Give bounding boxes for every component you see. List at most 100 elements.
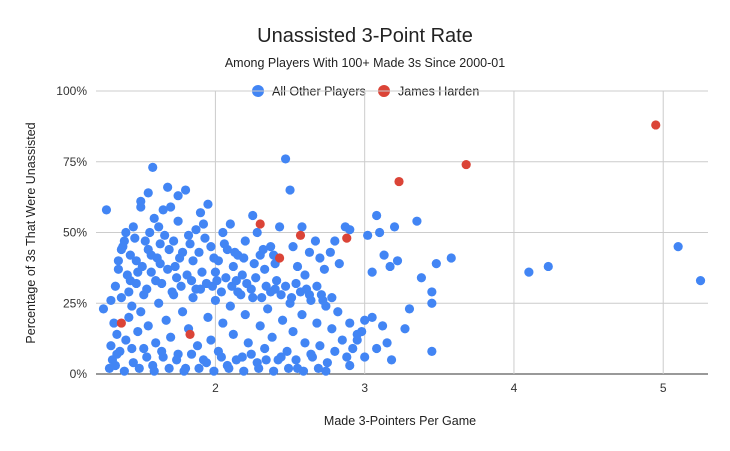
data-point-other-player [113, 264, 123, 274]
data-point-other-player [248, 292, 258, 303]
data-point-other-player [145, 227, 155, 238]
data-point-other-player [166, 332, 176, 342]
data-point-other-player [224, 363, 234, 373]
data-point-other-player [130, 233, 140, 243]
data-point-other-player [166, 202, 176, 212]
data-point-other-player [121, 335, 131, 345]
data-point-other-player [142, 284, 152, 294]
data-point-other-player [122, 270, 132, 280]
data-points [98, 120, 706, 376]
data-point-other-player [543, 261, 553, 272]
data-point-other-player [149, 213, 159, 223]
data-point-other-player [225, 301, 235, 311]
data-point-james-harden [461, 159, 471, 170]
data-point-other-player [106, 341, 116, 351]
data-point-other-player [173, 191, 183, 201]
data-point-other-player [210, 267, 221, 277]
data-point-james-harden [275, 253, 285, 263]
data-point-other-player [261, 355, 271, 365]
data-point-other-player [363, 230, 373, 240]
x-tick-label: 3 [361, 381, 368, 395]
data-point-other-player [104, 363, 115, 373]
data-point-other-player [310, 236, 321, 246]
data-point-other-player [125, 250, 135, 260]
data-point-other-player [142, 352, 152, 362]
data-point-other-player [260, 343, 270, 354]
data-point-other-player [251, 273, 261, 283]
data-point-other-player [110, 281, 121, 291]
data-point-other-player [164, 244, 174, 255]
data-point-other-player [209, 253, 219, 263]
data-point-other-player [169, 236, 179, 246]
data-point-other-player [248, 210, 258, 221]
data-point-other-player [157, 346, 167, 356]
data-point-other-player [337, 335, 347, 345]
data-point-other-player [231, 355, 241, 365]
data-point-other-player [218, 318, 228, 328]
x-tick-label: 2 [212, 381, 219, 395]
y-tick-label: 75% [63, 155, 87, 169]
data-point-other-player [283, 363, 294, 373]
data-point-other-player [185, 239, 195, 249]
data-point-other-player [116, 292, 126, 303]
data-point-other-player [322, 358, 332, 368]
data-point-other-player [266, 242, 276, 252]
data-point-other-player [412, 216, 422, 226]
data-point-other-player [298, 366, 309, 376]
data-point-other-player [379, 250, 389, 260]
data-point-other-player [163, 182, 173, 192]
data-point-other-player [446, 253, 456, 263]
data-point-other-player [360, 352, 370, 362]
data-point-other-player [345, 225, 355, 235]
data-point-other-player [239, 366, 249, 376]
data-point-other-player [327, 292, 337, 303]
data-point-other-player [225, 219, 235, 229]
data-point-other-player [124, 312, 134, 322]
x-tick-label: 4 [511, 381, 518, 395]
data-point-other-player [188, 292, 198, 303]
data-point-other-player [240, 236, 250, 246]
data-point-other-player [228, 329, 238, 339]
data-point-other-player [312, 318, 322, 328]
data-point-other-player [334, 259, 344, 269]
data-point-other-player [427, 287, 437, 297]
data-point-other-player [157, 278, 167, 289]
data-point-other-player [173, 216, 183, 226]
data-point-other-player [275, 222, 285, 232]
data-point-other-player [154, 222, 164, 232]
data-point-other-player [306, 349, 316, 359]
data-point-other-player [375, 227, 385, 238]
data-point-other-player [131, 278, 141, 289]
data-point-james-harden [295, 230, 306, 240]
data-point-other-player [209, 366, 219, 376]
data-point-other-player [191, 225, 201, 235]
data-point-other-player [276, 290, 286, 300]
data-point-other-player [246, 349, 256, 359]
data-point-other-player [367, 267, 377, 277]
data-point-other-player [206, 242, 216, 252]
data-point-other-player [140, 236, 150, 246]
data-point-other-player [386, 355, 397, 365]
data-point-other-player [352, 329, 362, 339]
data-point-other-player [246, 284, 256, 294]
x-axis-ticks: 2 3 4 5 [212, 381, 667, 395]
data-point-other-player [163, 264, 173, 274]
data-point-other-player [186, 276, 197, 286]
data-point-other-player [136, 196, 146, 206]
y-axis-label: Percentage of 3s That Were Unassisted [24, 122, 38, 343]
data-point-other-player [673, 242, 683, 252]
data-point-other-player [285, 185, 295, 195]
data-point-other-player [219, 239, 229, 249]
data-point-other-player [267, 332, 277, 342]
data-point-other-player [240, 309, 250, 320]
data-point-other-player [342, 352, 352, 362]
data-point-other-player [218, 227, 228, 238]
data-point-other-player [280, 281, 291, 291]
data-point-other-player [136, 307, 146, 317]
y-tick-label: 100% [56, 84, 87, 98]
data-point-other-player [133, 326, 143, 337]
data-point-other-player [198, 219, 209, 229]
data-point-other-player [203, 199, 213, 209]
data-point-other-player [164, 363, 174, 373]
data-point-other-player [316, 290, 326, 300]
